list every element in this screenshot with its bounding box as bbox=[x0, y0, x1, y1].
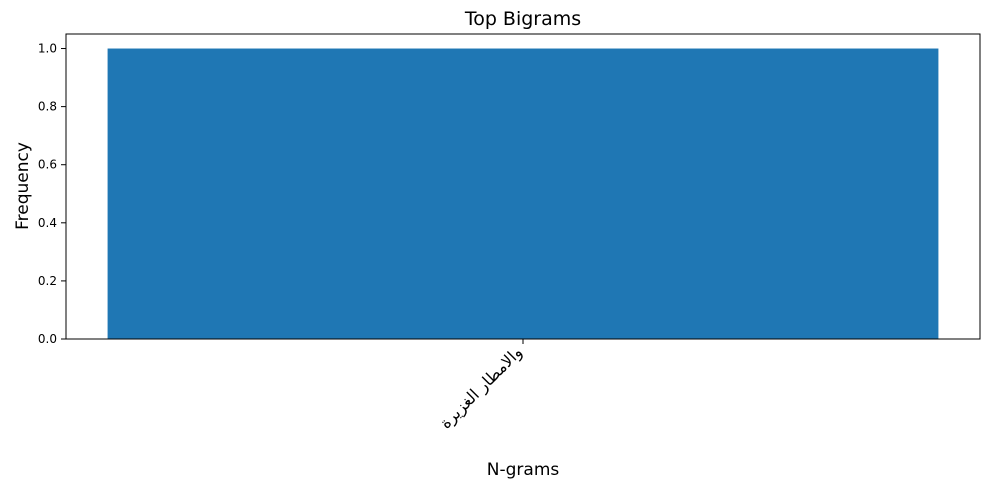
y-tick-label: 0.0 bbox=[38, 332, 57, 346]
chart-title: Top Bigrams bbox=[464, 8, 581, 30]
x-axis-label: N-grams bbox=[487, 460, 560, 480]
y-axis: 0.0 0.2 0.4 0.6 0.8 1.0 bbox=[38, 42, 66, 346]
y-tick-label: 1.0 bbox=[38, 42, 57, 56]
y-tick-label: 0.8 bbox=[38, 100, 57, 114]
bars-group bbox=[107, 48, 939, 340]
y-axis-label: Frequency bbox=[13, 142, 33, 230]
y-tick-label: 0.6 bbox=[38, 158, 57, 172]
plot-area bbox=[65, 33, 981, 340]
y-tick-label: 0.4 bbox=[38, 216, 57, 230]
y-tick-label: 0.2 bbox=[38, 274, 57, 288]
bar bbox=[107, 48, 939, 340]
